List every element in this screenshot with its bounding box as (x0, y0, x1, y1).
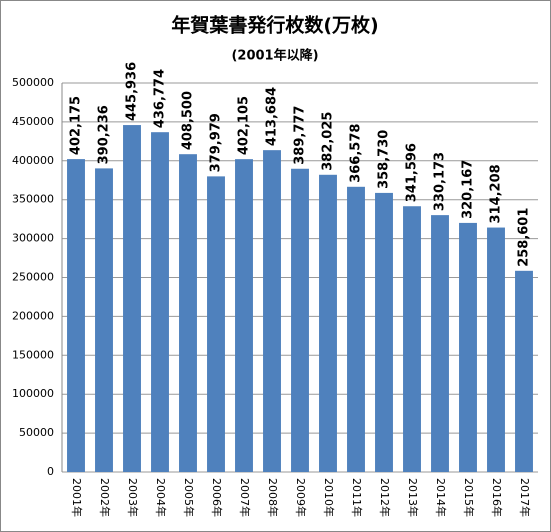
x-tick-label: 2010年 (322, 478, 336, 517)
x-tick-label: 2003年 (126, 478, 140, 517)
y-tick-label: 300000 (12, 232, 54, 245)
bar (319, 174, 337, 472)
value-label: 366,578 (349, 124, 364, 183)
value-label: 379,979 (209, 113, 224, 172)
bar (207, 176, 225, 472)
y-tick-label: 200000 (12, 309, 54, 322)
value-label: 358,730 (377, 130, 392, 189)
x-tick-label: 2007年 (238, 478, 252, 517)
x-tick-label: 2014年 (434, 478, 448, 517)
value-label: 330,173 (433, 152, 448, 211)
value-label: 413,684 (265, 87, 280, 146)
x-tick-label: 2015年 (462, 478, 476, 517)
x-tick-label: 2009年 (294, 478, 308, 517)
bar (347, 186, 365, 473)
bar (459, 222, 477, 472)
x-tick-label: 2013年 (406, 478, 420, 517)
y-tick-label: 100000 (12, 387, 54, 400)
bar (375, 192, 393, 472)
bar (291, 168, 309, 473)
bar (515, 270, 533, 472)
y-tick-label: 250000 (12, 271, 54, 284)
value-label: 382,025 (321, 112, 336, 171)
x-tick-label: 2006年 (210, 478, 224, 517)
value-label: 408,500 (181, 91, 196, 150)
y-tick-label: 500000 (12, 76, 54, 89)
bar (235, 159, 253, 473)
bar (403, 206, 421, 472)
y-tick-label: 50000 (19, 426, 54, 439)
x-tick-label: 2004年 (154, 478, 168, 517)
x-tick-label: 2016年 (490, 478, 504, 517)
bar (151, 132, 169, 473)
value-label: 389,777 (293, 106, 308, 165)
bar (487, 227, 505, 472)
x-tick-label: 2011年 (350, 478, 364, 517)
value-label: 341,596 (405, 143, 420, 202)
value-label: 402,175 (69, 96, 84, 155)
value-label: 445,936 (125, 62, 140, 121)
value-label: 390,236 (97, 105, 112, 164)
bar (431, 215, 449, 472)
value-label: 402,105 (237, 96, 252, 155)
bar (179, 154, 197, 472)
bar (67, 159, 85, 472)
y-tick-label: 350000 (12, 193, 54, 206)
chart-subtitle: (2001年以降) (231, 48, 318, 64)
x-tick-label: 2017年 (518, 478, 532, 517)
x-tick-label: 2008年 (266, 478, 280, 517)
y-tick-label: 450000 (12, 115, 54, 128)
bar (95, 168, 113, 472)
y-tick-label: 0 (47, 465, 54, 478)
x-tick-label: 2001年 (70, 478, 84, 517)
chart-title: 年賀葉書発行枚数(万枚) (171, 14, 378, 37)
value-label: 320,167 (461, 160, 476, 219)
bar (123, 125, 141, 472)
value-label: 314,208 (489, 164, 504, 223)
value-label: 258,601 (517, 208, 532, 267)
x-tick-label: 2005年 (182, 478, 196, 517)
value-label: 436,774 (153, 69, 168, 128)
x-tick-label: 2012年 (378, 478, 392, 517)
y-tick-label: 150000 (12, 348, 54, 361)
bar (263, 150, 281, 472)
y-tick-label: 400000 (12, 154, 54, 167)
x-tick-label: 2002年 (98, 478, 112, 517)
